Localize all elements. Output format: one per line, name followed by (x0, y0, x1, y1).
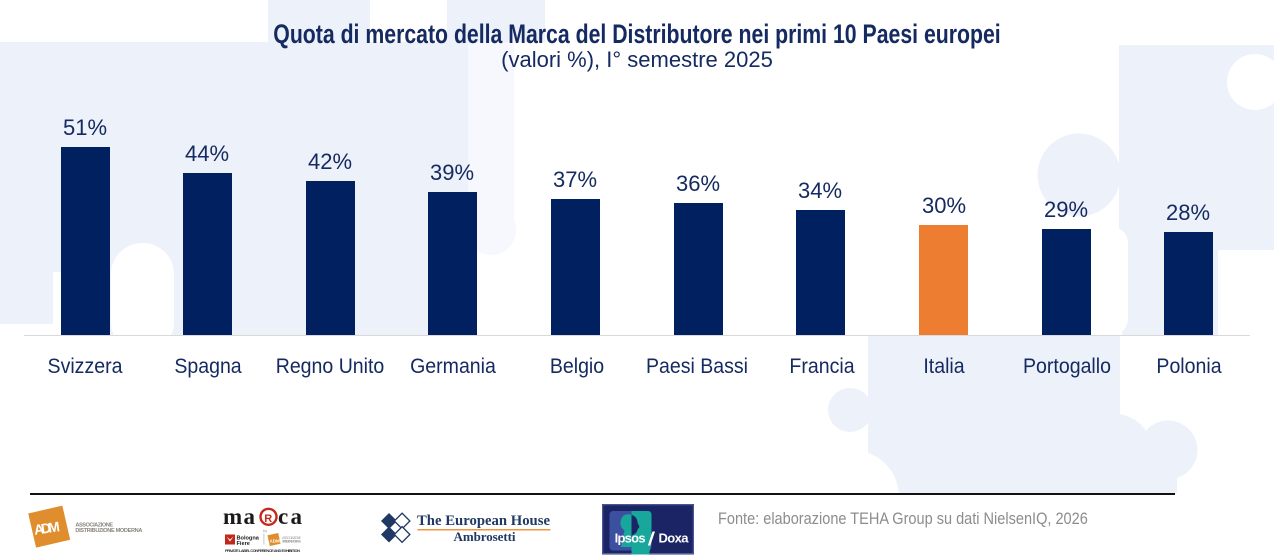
svg-text:ma: ma (223, 504, 256, 529)
svg-text:DISTRIBUZIONE MODERNA: DISTRIBUZIONE MODERNA (282, 540, 302, 544)
svg-text:DISTRIBUZIONE MODERNA: DISTRIBUZIONE MODERNA (75, 528, 142, 534)
svg-text:ADM: ADM (270, 539, 280, 544)
svg-text:Bologna: Bologna (237, 536, 260, 542)
svg-text:ca: ca (278, 504, 303, 529)
svg-text:Ambrosetti: Ambrosetti (454, 529, 516, 544)
svg-text:R: R (264, 513, 272, 525)
svg-text:The European House: The European House (417, 513, 550, 529)
svg-text:Fiere: Fiere (237, 541, 250, 547)
svg-text:by: by (263, 528, 267, 533)
svg-text:PRIVATE LABEL CONFERENCE AND E: PRIVATE LABEL CONFERENCE AND EXHIBITION (225, 548, 300, 553)
svg-text:ASSOCIAZIONE: ASSOCIAZIONE (282, 536, 302, 540)
svg-text:ASSOCIAZIONE: ASSOCIAZIONE (75, 522, 113, 528)
svg-text:Doxa: Doxa (659, 531, 690, 546)
svg-text:Ipsos: Ipsos (615, 531, 646, 546)
svg-text:ADM: ADM (33, 518, 61, 537)
